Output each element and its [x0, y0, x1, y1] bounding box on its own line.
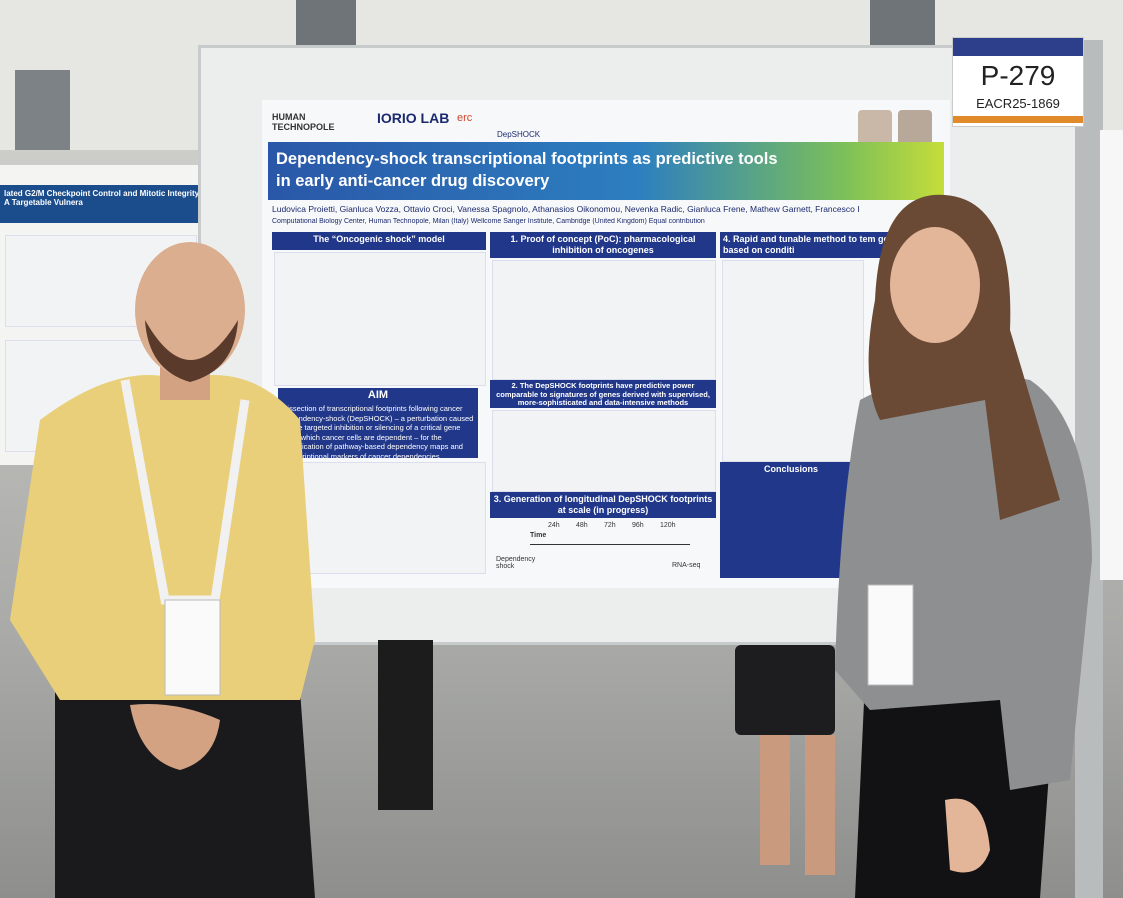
- figure: [492, 410, 716, 492]
- figure: [274, 252, 486, 386]
- timeline-point: 24h: [548, 522, 560, 529]
- conclusions-box: [720, 476, 862, 578]
- section-heading: 1. Proof of concept (PoC): pharmacologic…: [490, 232, 716, 258]
- card-stripe: [953, 116, 1083, 123]
- neighbor-title-band: lated G2/M Checkpoint Control and Mitoti…: [0, 185, 205, 223]
- pillar: [296, 0, 356, 45]
- board-leg: [378, 640, 433, 810]
- person-background-leg: [805, 735, 835, 875]
- aim-heading: AIM: [278, 388, 478, 402]
- poster: HUMAN TECHNOPOLE IORIO LAB erc DepSHOCK …: [262, 100, 950, 588]
- person-background: [735, 645, 835, 735]
- timeline-label: Time: [530, 532, 547, 539]
- pillar: [15, 70, 70, 150]
- section-heading: The “Oncogenic shock” model: [272, 232, 486, 250]
- section-heading: 2. The DepSHOCK footprints have predicti…: [490, 380, 716, 408]
- timeline-axis: [530, 544, 690, 545]
- woman-badge: [867, 584, 914, 686]
- woman-hand: [945, 798, 990, 873]
- poster-number: P-279: [980, 60, 1056, 91]
- logo: erc: [457, 112, 473, 124]
- pillar: [870, 0, 935, 45]
- card-band: [953, 38, 1083, 56]
- affiliations: Computational Biology Center, Human Tech…: [272, 218, 705, 225]
- timeline-point: 48h: [576, 522, 588, 529]
- timeline-point: 120h: [660, 522, 676, 529]
- timeline: Time 24h 48h 72h 96h 120h Dependency sho…: [492, 520, 714, 578]
- aim-text: Dissection of transcriptional footprints…: [278, 402, 478, 458]
- logo: IORIO LAB: [377, 110, 450, 126]
- section-heading: Conclusions: [720, 462, 862, 476]
- timeline-point: 96h: [632, 522, 644, 529]
- right-poster: [1100, 130, 1123, 580]
- poster-number-card: P-279 EACR25-1869: [952, 37, 1084, 127]
- figure: [722, 260, 864, 462]
- authors: Ludovica Proietti, Gianluca Vozza, Ottav…: [272, 204, 860, 214]
- poster-code: EACR25-1869: [976, 96, 1060, 111]
- person-background-leg: [760, 735, 790, 865]
- timeline-point: 72h: [604, 522, 616, 529]
- timeline-start: Dependency shock: [496, 556, 536, 570]
- title-line: Dependency-shock transcriptional footpri…: [276, 150, 778, 168]
- man-head: [135, 242, 245, 378]
- logo: DepSHOCK: [497, 130, 541, 139]
- man-badge: [164, 599, 221, 696]
- man-hands: [130, 704, 220, 770]
- man-pants: [55, 690, 315, 898]
- man-beard: [145, 320, 238, 382]
- figure: [492, 260, 716, 380]
- man-shirt: [10, 375, 315, 700]
- woman-face: [890, 227, 980, 343]
- figure: [274, 462, 486, 574]
- title-line: in early anti-cancer drug discovery: [276, 172, 550, 190]
- logo: HUMAN TECHNOPOLE: [272, 112, 335, 132]
- section-heading: 3. Generation of longitudinal DepSHOCK f…: [490, 492, 716, 518]
- title-band: Dependency-shock transcriptional footpri…: [268, 142, 944, 200]
- timeline-end: RNA-seq: [672, 562, 701, 569]
